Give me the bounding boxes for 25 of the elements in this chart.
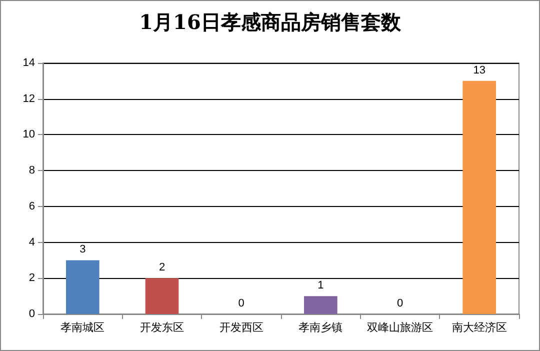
bar xyxy=(145,278,179,314)
y-tick-label: 0 xyxy=(28,308,35,320)
data-label: 13 xyxy=(473,64,486,76)
data-label: 1 xyxy=(318,280,324,292)
chart-title: 1月16日孝感商品房销售套数 xyxy=(139,10,402,34)
x-tick-label: 孝南乡镇 xyxy=(298,321,343,334)
x-tick-label: 南大经济区 xyxy=(452,321,507,334)
x-tick-label: 双峰山旅游区 xyxy=(367,321,433,334)
data-label: 2 xyxy=(158,262,166,274)
y-tick-label: 12 xyxy=(22,92,35,105)
y-tick-label: 8 xyxy=(28,164,35,177)
data-label: 3 xyxy=(80,244,86,256)
y-tick-label: 4 xyxy=(28,236,35,248)
x-tick-label: 孝南城区 xyxy=(60,321,105,334)
bar xyxy=(66,260,100,314)
data-label: 0 xyxy=(238,298,244,310)
y-tick-label: 2 xyxy=(28,272,35,284)
x-tick-label: 开发东区 xyxy=(140,321,184,334)
bar xyxy=(462,80,496,314)
y-tick-label: 14 xyxy=(22,57,35,69)
y-tick-label: 6 xyxy=(28,200,35,212)
data-label: 0 xyxy=(396,298,404,310)
x-tick-label: 开发西区 xyxy=(219,321,264,334)
y-tick-label: 10 xyxy=(22,128,35,141)
bar xyxy=(304,296,338,314)
